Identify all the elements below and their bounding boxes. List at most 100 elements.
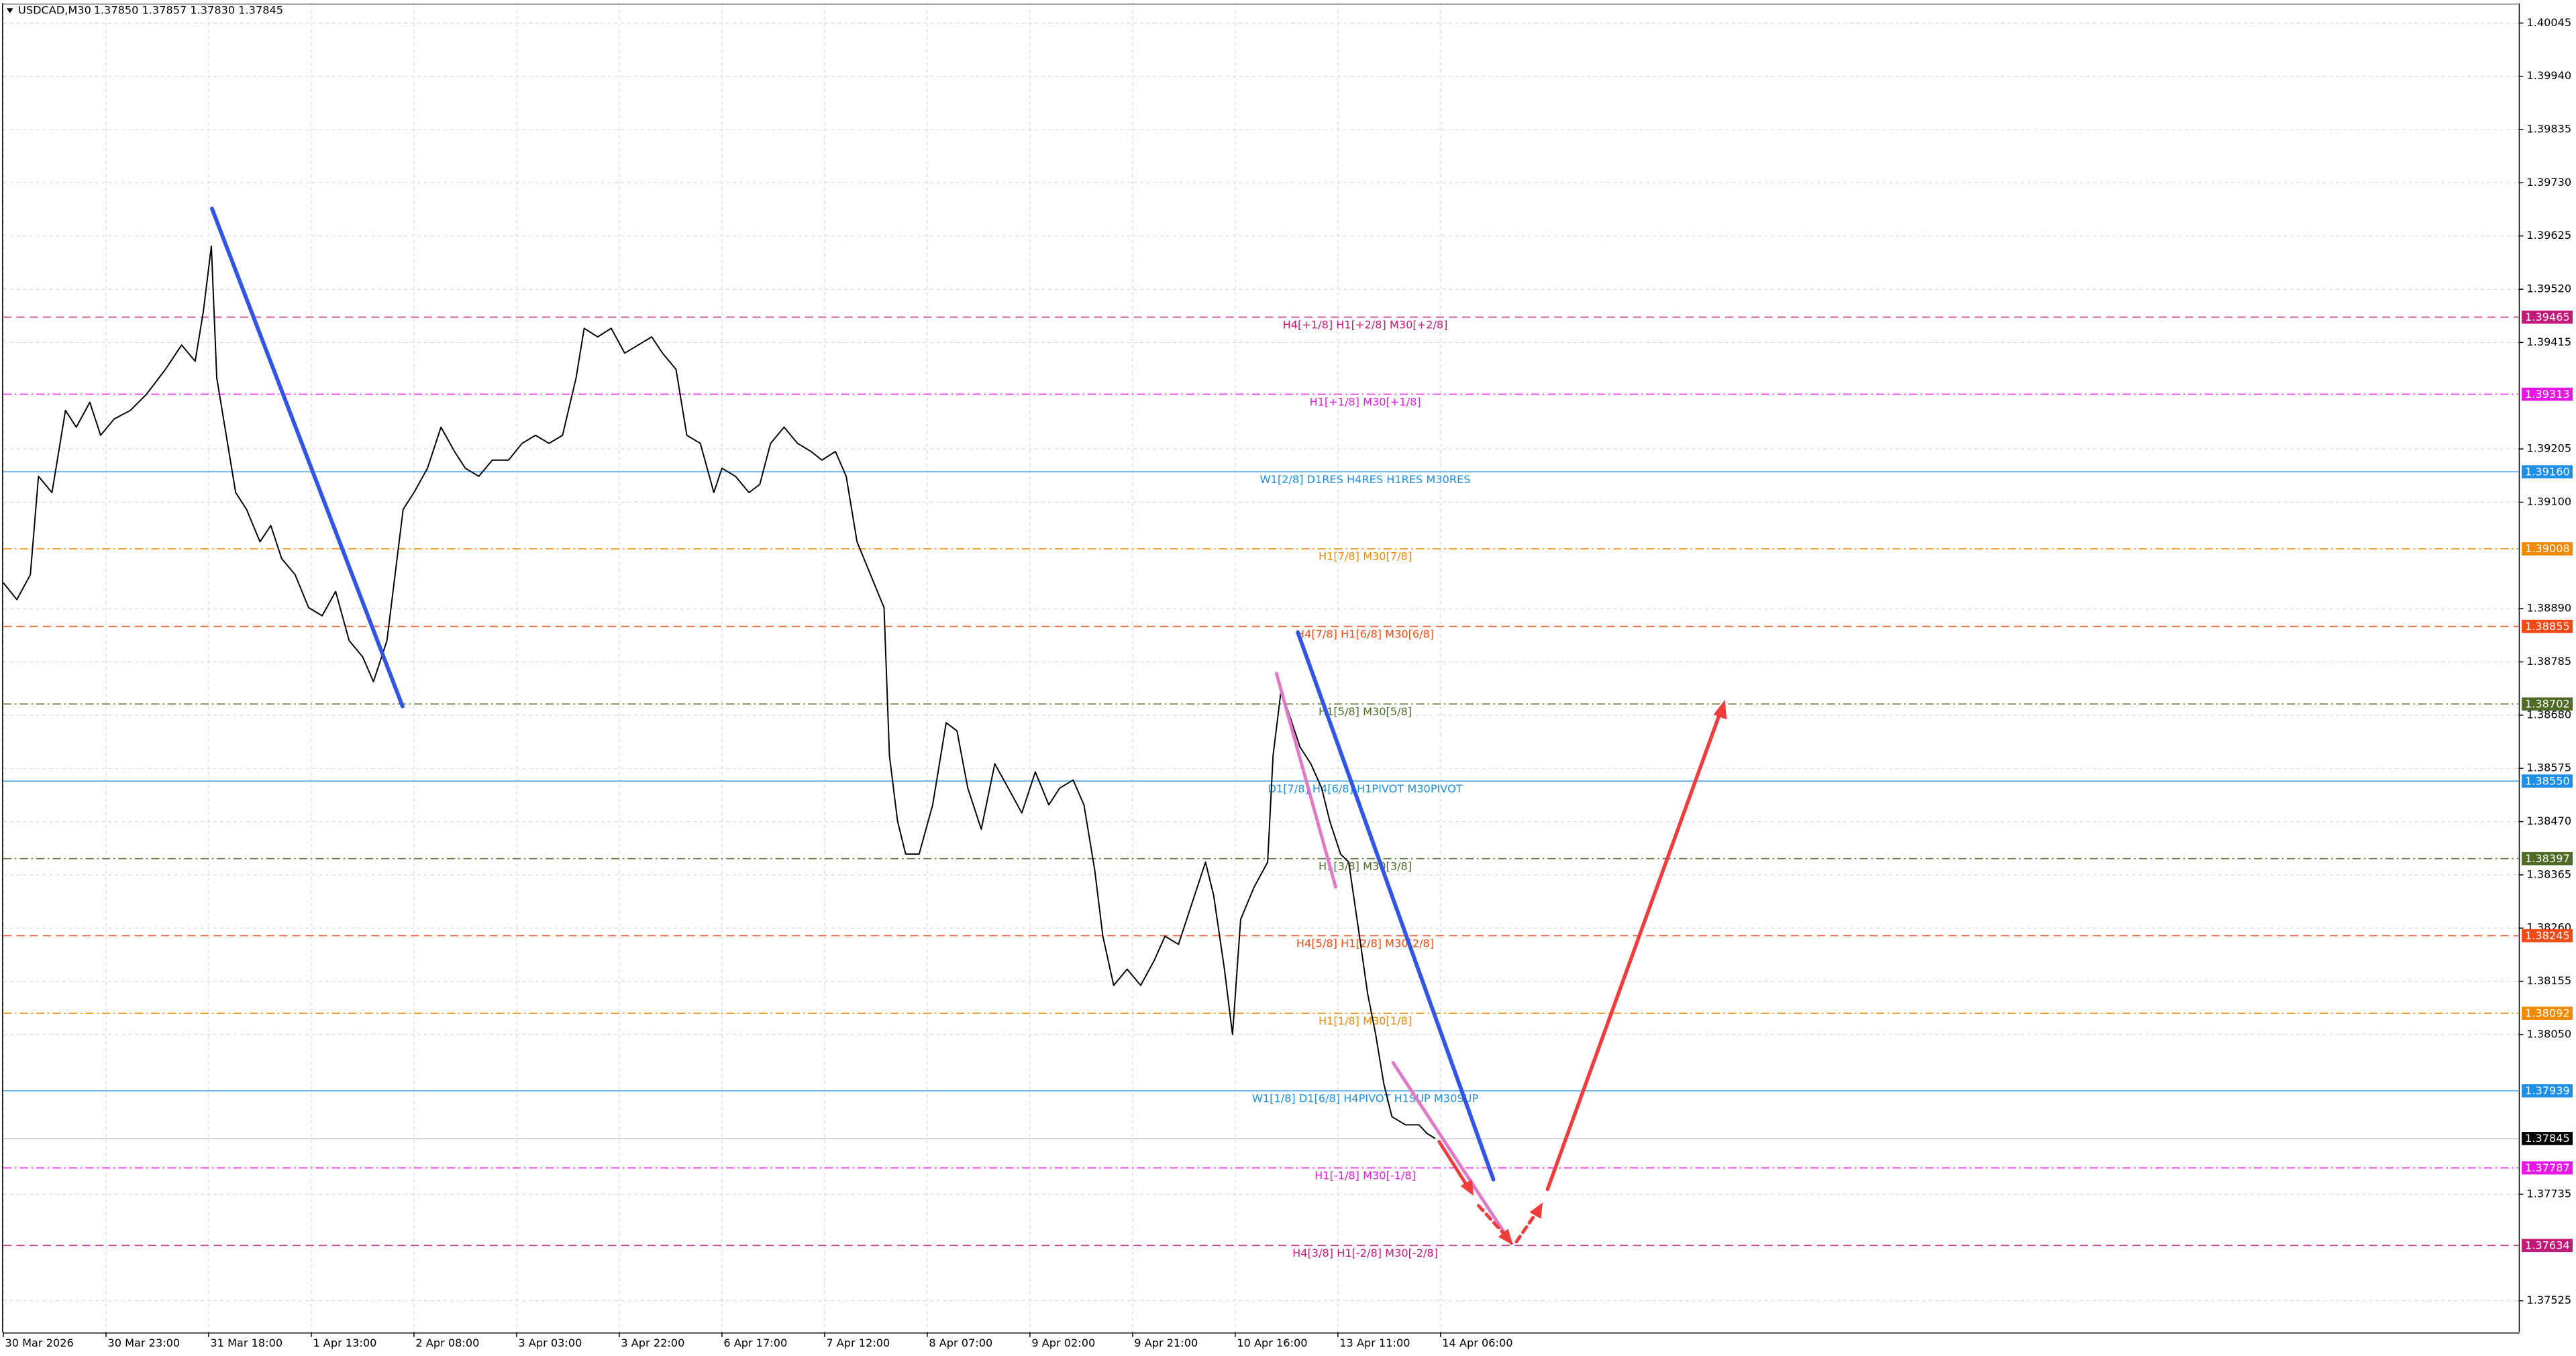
price-line: [3, 245, 1436, 1139]
y-tick-label: 1.38365: [2526, 868, 2571, 880]
x-tick-label: 10 Apr 16:00: [1237, 1337, 1307, 1349]
level-label: H1[-1/8] M30[-1/8]: [1315, 1169, 1416, 1182]
x-tick-label: 30 Mar 2026: [5, 1337, 73, 1349]
y-tick-label: 1.38890: [2526, 602, 2571, 615]
level-label: H1[+1/8] M30[+1/8]: [1309, 395, 1421, 408]
arrow-head: [1498, 1229, 1513, 1245]
level-label: H4[7/8] H1[6/8] M30[6/8]: [1296, 627, 1434, 640]
level-price-tag-label: 1.37787: [2525, 1161, 2570, 1174]
trend-line: [1274, 672, 1337, 889]
level-price-tag: [2522, 929, 2573, 943]
series: [3, 245, 1436, 1139]
level-price-tag: [2522, 542, 2573, 556]
y-tick-label: 1.38680: [2526, 708, 2571, 721]
x-tick-label: 1 Apr 13:00: [313, 1337, 376, 1349]
y-tick-label: 1.38785: [2526, 655, 2571, 668]
level-label: H4[5/8] H1[2/8] M30[2/8]: [1296, 937, 1434, 949]
y-tick-label: 1.39520: [2526, 282, 2571, 295]
arrow: [1545, 711, 1722, 1192]
y-tick-label: 1.39940: [2526, 69, 2571, 82]
level-label: H4[+1/8] H1[+2/8] M30[+2/8]: [1283, 318, 1448, 331]
level-price-tag-label: 1.39160: [2525, 465, 2570, 478]
level-label: H1[7/8] M30[7/8]: [1319, 550, 1412, 563]
quote: 1.37850 1.37857 1.37830 1.37845: [94, 3, 283, 16]
level-price-tag-label: 1.38245: [2525, 929, 2570, 942]
y-tick-label: 1.39415: [2526, 335, 2571, 348]
x-tick-label: 8 Apr 07:00: [929, 1337, 992, 1349]
chart-title: USDCAD,M30: [18, 3, 91, 16]
axes: 1.40045 1.39940 1.39835 1.39730 1.39625 1.395…: [3, 16, 2573, 1349]
arrow: [1514, 1208, 1540, 1244]
level-price-tag: [2522, 1161, 2573, 1175]
y-tick-label: 1.39100: [2526, 495, 2571, 508]
level-label: H1[1/8] M30[1/8]: [1319, 1014, 1412, 1027]
level-price-tag: [2522, 619, 2573, 633]
level-label: H1[3/8] M30[3/8]: [1319, 859, 1412, 872]
level-price-tag-label: 1.38550: [2525, 774, 2570, 787]
level-price-tag: [2522, 774, 2573, 788]
x-tick-label: 14 Apr 06:00: [1442, 1337, 1512, 1349]
last-price-tag: [2522, 1132, 2573, 1145]
frame: [2, 3, 2520, 1334]
arrow-head: [1713, 699, 1727, 720]
level-label: D1[7/8] H4[6/8] H1PIVOT M30PIVOT: [1268, 782, 1462, 795]
y-tick-label: 1.38050: [2526, 1027, 2571, 1040]
x-tick-label: 6 Apr 17:00: [723, 1337, 787, 1349]
level-price-tag: [2522, 310, 2573, 324]
level-price-tag: [2522, 697, 2573, 711]
level-label: W1[2/8] D1RES H4RES H1RES M30RES: [1260, 473, 1471, 486]
level-price-tag-label: 1.37939: [2525, 1084, 2570, 1097]
x-tick-label: 31 Mar 18:00: [210, 1337, 282, 1349]
y-tick-label: 1.38575: [2526, 762, 2571, 774]
trend-line: [209, 206, 405, 709]
y-tick-label: 1.37525: [2526, 1294, 2571, 1306]
arrow-head: [1460, 1179, 1474, 1196]
y-tick-label: 1.38470: [2526, 815, 2571, 827]
drawings: [209, 206, 1727, 1245]
levels: H4[+1/8] H1[+2/8] M30[+2/8] H1[+1/8] M30[…: [3, 316, 2519, 1259]
x-tick-label: 9 Apr 02:00: [1031, 1337, 1095, 1349]
y-tick-label: 1.38155: [2526, 974, 2571, 987]
trend-line: [1296, 630, 1496, 1182]
level-price-tag: [2522, 1239, 2573, 1253]
trend-line: [1391, 1061, 1513, 1245]
header: USDCAD,M30 1.37850 1.37857 1.37830 1.378…: [6, 3, 283, 16]
x-tick-label: 3 Apr 03:00: [518, 1337, 582, 1349]
arrow: [1437, 1140, 1472, 1193]
level-price-tag-label: 1.38855: [2525, 620, 2570, 633]
level-label: W1[1/8] D1[6/8] H4PIVOT H1SUP M30SUP: [1252, 1092, 1479, 1105]
x-tick-label: 2 Apr 08:00: [415, 1337, 479, 1349]
y-tick-label: 1.37735: [2526, 1187, 2571, 1200]
level-price-tag-label: 1.38702: [2525, 697, 2570, 710]
level-price-tag: [2522, 851, 2573, 866]
level-price-tag: [2522, 1006, 2573, 1020]
x-tick-label: 13 Apr 11:00: [1339, 1337, 1410, 1349]
last-price-tag-label: 1.37845: [2525, 1132, 2570, 1145]
level-price-tag: [2522, 1084, 2573, 1098]
level-label: H1[5/8] M30[5/8]: [1319, 705, 1412, 718]
y-tick-label: 1.39205: [2526, 442, 2571, 455]
y-tick-label: 1.39730: [2526, 176, 2571, 189]
x-tick-label: 30 Mar 23:00: [107, 1337, 180, 1349]
level-price-tag-label: 1.37634: [2525, 1239, 2570, 1252]
y-tick-label: 1.40045: [2526, 16, 2571, 29]
level-label: H4[3/8] H1[-2/8] M30[-2/8]: [1292, 1247, 1438, 1259]
menu-icon: [6, 8, 13, 13]
y-tick-label: 1.39835: [2526, 123, 2571, 136]
level-price-tag: [2522, 387, 2573, 401]
x-tick-label: 9 Apr 21:00: [1134, 1337, 1198, 1349]
level-price-tag: [2522, 465, 2573, 478]
y-tick-label: 1.39625: [2526, 229, 2571, 242]
grid: [3, 3, 2519, 1333]
arrow-head: [1529, 1202, 1543, 1219]
x-tick-label: 3 Apr 22:00: [621, 1337, 684, 1349]
level-price-tag-label: 1.39008: [2525, 542, 2570, 555]
level-price-tag-label: 1.38092: [2525, 1006, 2570, 1019]
level-price-tag-label: 1.38397: [2525, 852, 2570, 865]
x-tick-label: 7 Apr 12:00: [826, 1337, 890, 1349]
level-price-tag-label: 1.39465: [2525, 311, 2570, 323]
level-price-tag-label: 1.39313: [2525, 388, 2570, 401]
